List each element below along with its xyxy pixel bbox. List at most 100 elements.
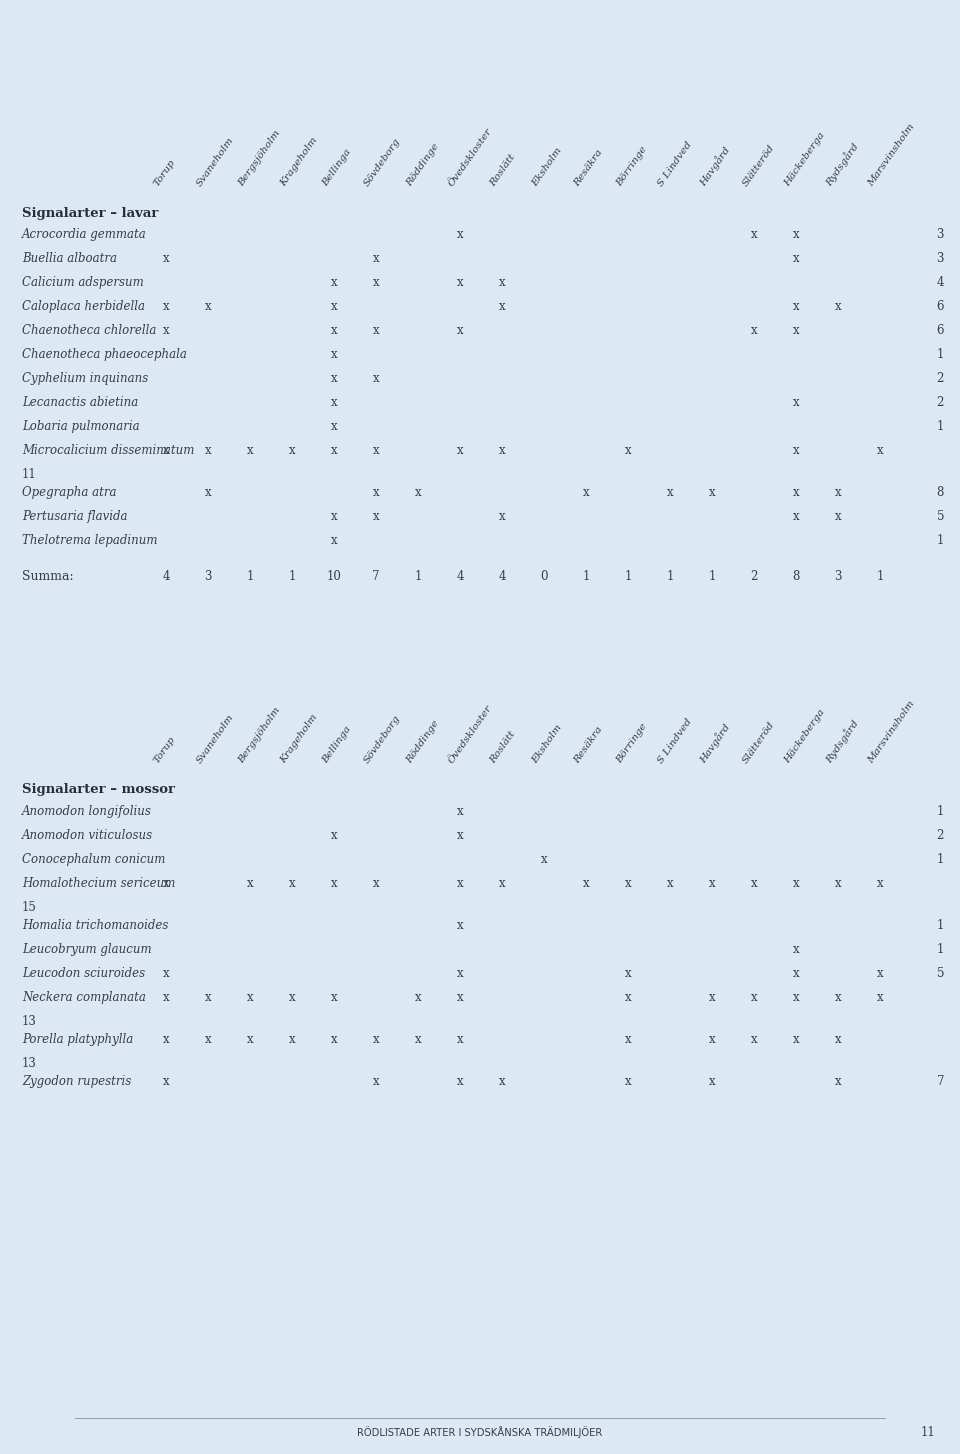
Text: 10: 10 (326, 570, 342, 583)
Text: Marsvinsholm: Marsvinsholm (867, 699, 917, 765)
Text: Lecanactis abietina: Lecanactis abietina (22, 395, 138, 409)
Text: x: x (162, 1032, 169, 1045)
Text: x: x (204, 486, 211, 499)
Text: x: x (625, 443, 632, 457)
Text: x: x (751, 1032, 757, 1045)
Text: x: x (330, 276, 337, 289)
Text: 7: 7 (372, 570, 380, 583)
Text: x: x (372, 1075, 379, 1088)
Text: x: x (793, 992, 800, 1005)
Text: x: x (289, 992, 296, 1005)
Text: x: x (457, 443, 464, 457)
Text: Torup: Torup (153, 157, 178, 188)
Text: Bellinga: Bellinga (321, 724, 353, 765)
Text: Börringe: Börringe (614, 721, 649, 765)
Text: 13: 13 (22, 1057, 36, 1070)
Text: x: x (793, 1032, 800, 1045)
Text: Rydsgård: Rydsgård (823, 718, 861, 765)
Text: 3: 3 (937, 252, 944, 265)
Text: x: x (793, 944, 800, 955)
Text: Lobaria pulmonaria: Lobaria pulmonaria (22, 420, 139, 433)
Text: x: x (457, 1075, 464, 1088)
Text: x: x (289, 1032, 296, 1045)
Text: Roslätt: Roslätt (489, 730, 517, 765)
Text: x: x (625, 877, 632, 890)
Text: x: x (330, 829, 337, 842)
Text: 5: 5 (937, 967, 944, 980)
Text: Conocephalum conicum: Conocephalum conicum (22, 853, 165, 867)
Text: x: x (793, 443, 800, 457)
Text: 2: 2 (937, 829, 944, 842)
Text: x: x (372, 877, 379, 890)
Text: 0: 0 (540, 570, 548, 583)
Text: x: x (372, 276, 379, 289)
Text: Bellinga: Bellinga (321, 147, 353, 188)
Text: x: x (793, 967, 800, 980)
Text: x: x (330, 877, 337, 890)
Text: Krageholm: Krageholm (278, 135, 319, 188)
Text: 1: 1 (937, 919, 944, 932)
Text: x: x (625, 1032, 632, 1045)
Text: S Lindved: S Lindved (657, 717, 694, 765)
Text: Calicium adspersum: Calicium adspersum (22, 276, 144, 289)
Text: 1: 1 (708, 570, 716, 583)
Text: x: x (162, 300, 169, 313)
Text: 1: 1 (937, 534, 944, 547)
Text: x: x (162, 1075, 169, 1088)
Text: x: x (330, 420, 337, 433)
Text: 15: 15 (22, 901, 36, 915)
Text: x: x (330, 395, 337, 409)
Text: Homalothecium sericeum: Homalothecium sericeum (22, 877, 176, 890)
Text: Summa:: Summa: (22, 570, 74, 583)
Text: x: x (834, 300, 841, 313)
Text: x: x (751, 877, 757, 890)
Text: Acrocordia gemmata: Acrocordia gemmata (22, 228, 147, 241)
Text: x: x (708, 992, 715, 1005)
Text: x: x (330, 348, 337, 361)
Text: 1: 1 (583, 570, 589, 583)
Text: x: x (415, 992, 421, 1005)
Text: Signalarter – lavar: Signalarter – lavar (22, 206, 158, 220)
Text: x: x (330, 300, 337, 313)
Text: x: x (330, 372, 337, 385)
Text: x: x (876, 877, 883, 890)
Text: x: x (834, 877, 841, 890)
Text: Övedskloster: Övedskloster (446, 704, 493, 765)
Text: x: x (162, 992, 169, 1005)
Text: Häckeberga: Häckeberga (782, 131, 827, 188)
Text: x: x (793, 395, 800, 409)
Text: x: x (457, 829, 464, 842)
Text: x: x (372, 372, 379, 385)
Text: Röddinge: Röddinge (404, 142, 441, 188)
Text: x: x (834, 1032, 841, 1045)
Text: 6: 6 (937, 324, 944, 337)
Text: x: x (834, 1075, 841, 1088)
Text: x: x (457, 919, 464, 932)
Text: 7: 7 (937, 1075, 944, 1088)
Text: 11: 11 (22, 468, 36, 481)
Text: Chaenotheca phaeocephala: Chaenotheca phaeocephala (22, 348, 187, 361)
Text: Signalarter – mossor: Signalarter – mossor (22, 784, 175, 795)
Text: Torup: Torup (153, 734, 178, 765)
Text: x: x (330, 992, 337, 1005)
Text: Svaneholm: Svaneholm (195, 712, 235, 765)
Text: x: x (540, 853, 547, 867)
Text: x: x (793, 324, 800, 337)
Text: x: x (372, 443, 379, 457)
Text: 1: 1 (937, 420, 944, 433)
Text: x: x (666, 877, 673, 890)
Text: 13: 13 (22, 1015, 36, 1028)
Text: Buellia alboatra: Buellia alboatra (22, 252, 117, 265)
Text: 1: 1 (937, 348, 944, 361)
Text: x: x (708, 1075, 715, 1088)
Text: Marsvinsholm: Marsvinsholm (867, 122, 917, 188)
Text: x: x (457, 806, 464, 819)
Text: 11: 11 (921, 1426, 935, 1439)
Text: Caloplaca herbidella: Caloplaca herbidella (22, 300, 145, 313)
Text: x: x (247, 1032, 253, 1045)
Text: Havgård: Havgård (697, 144, 732, 188)
Text: x: x (372, 324, 379, 337)
Text: Slätteröd: Slätteröd (740, 720, 776, 765)
Text: Rydsgård: Rydsgård (823, 141, 861, 188)
Text: 1: 1 (937, 944, 944, 955)
